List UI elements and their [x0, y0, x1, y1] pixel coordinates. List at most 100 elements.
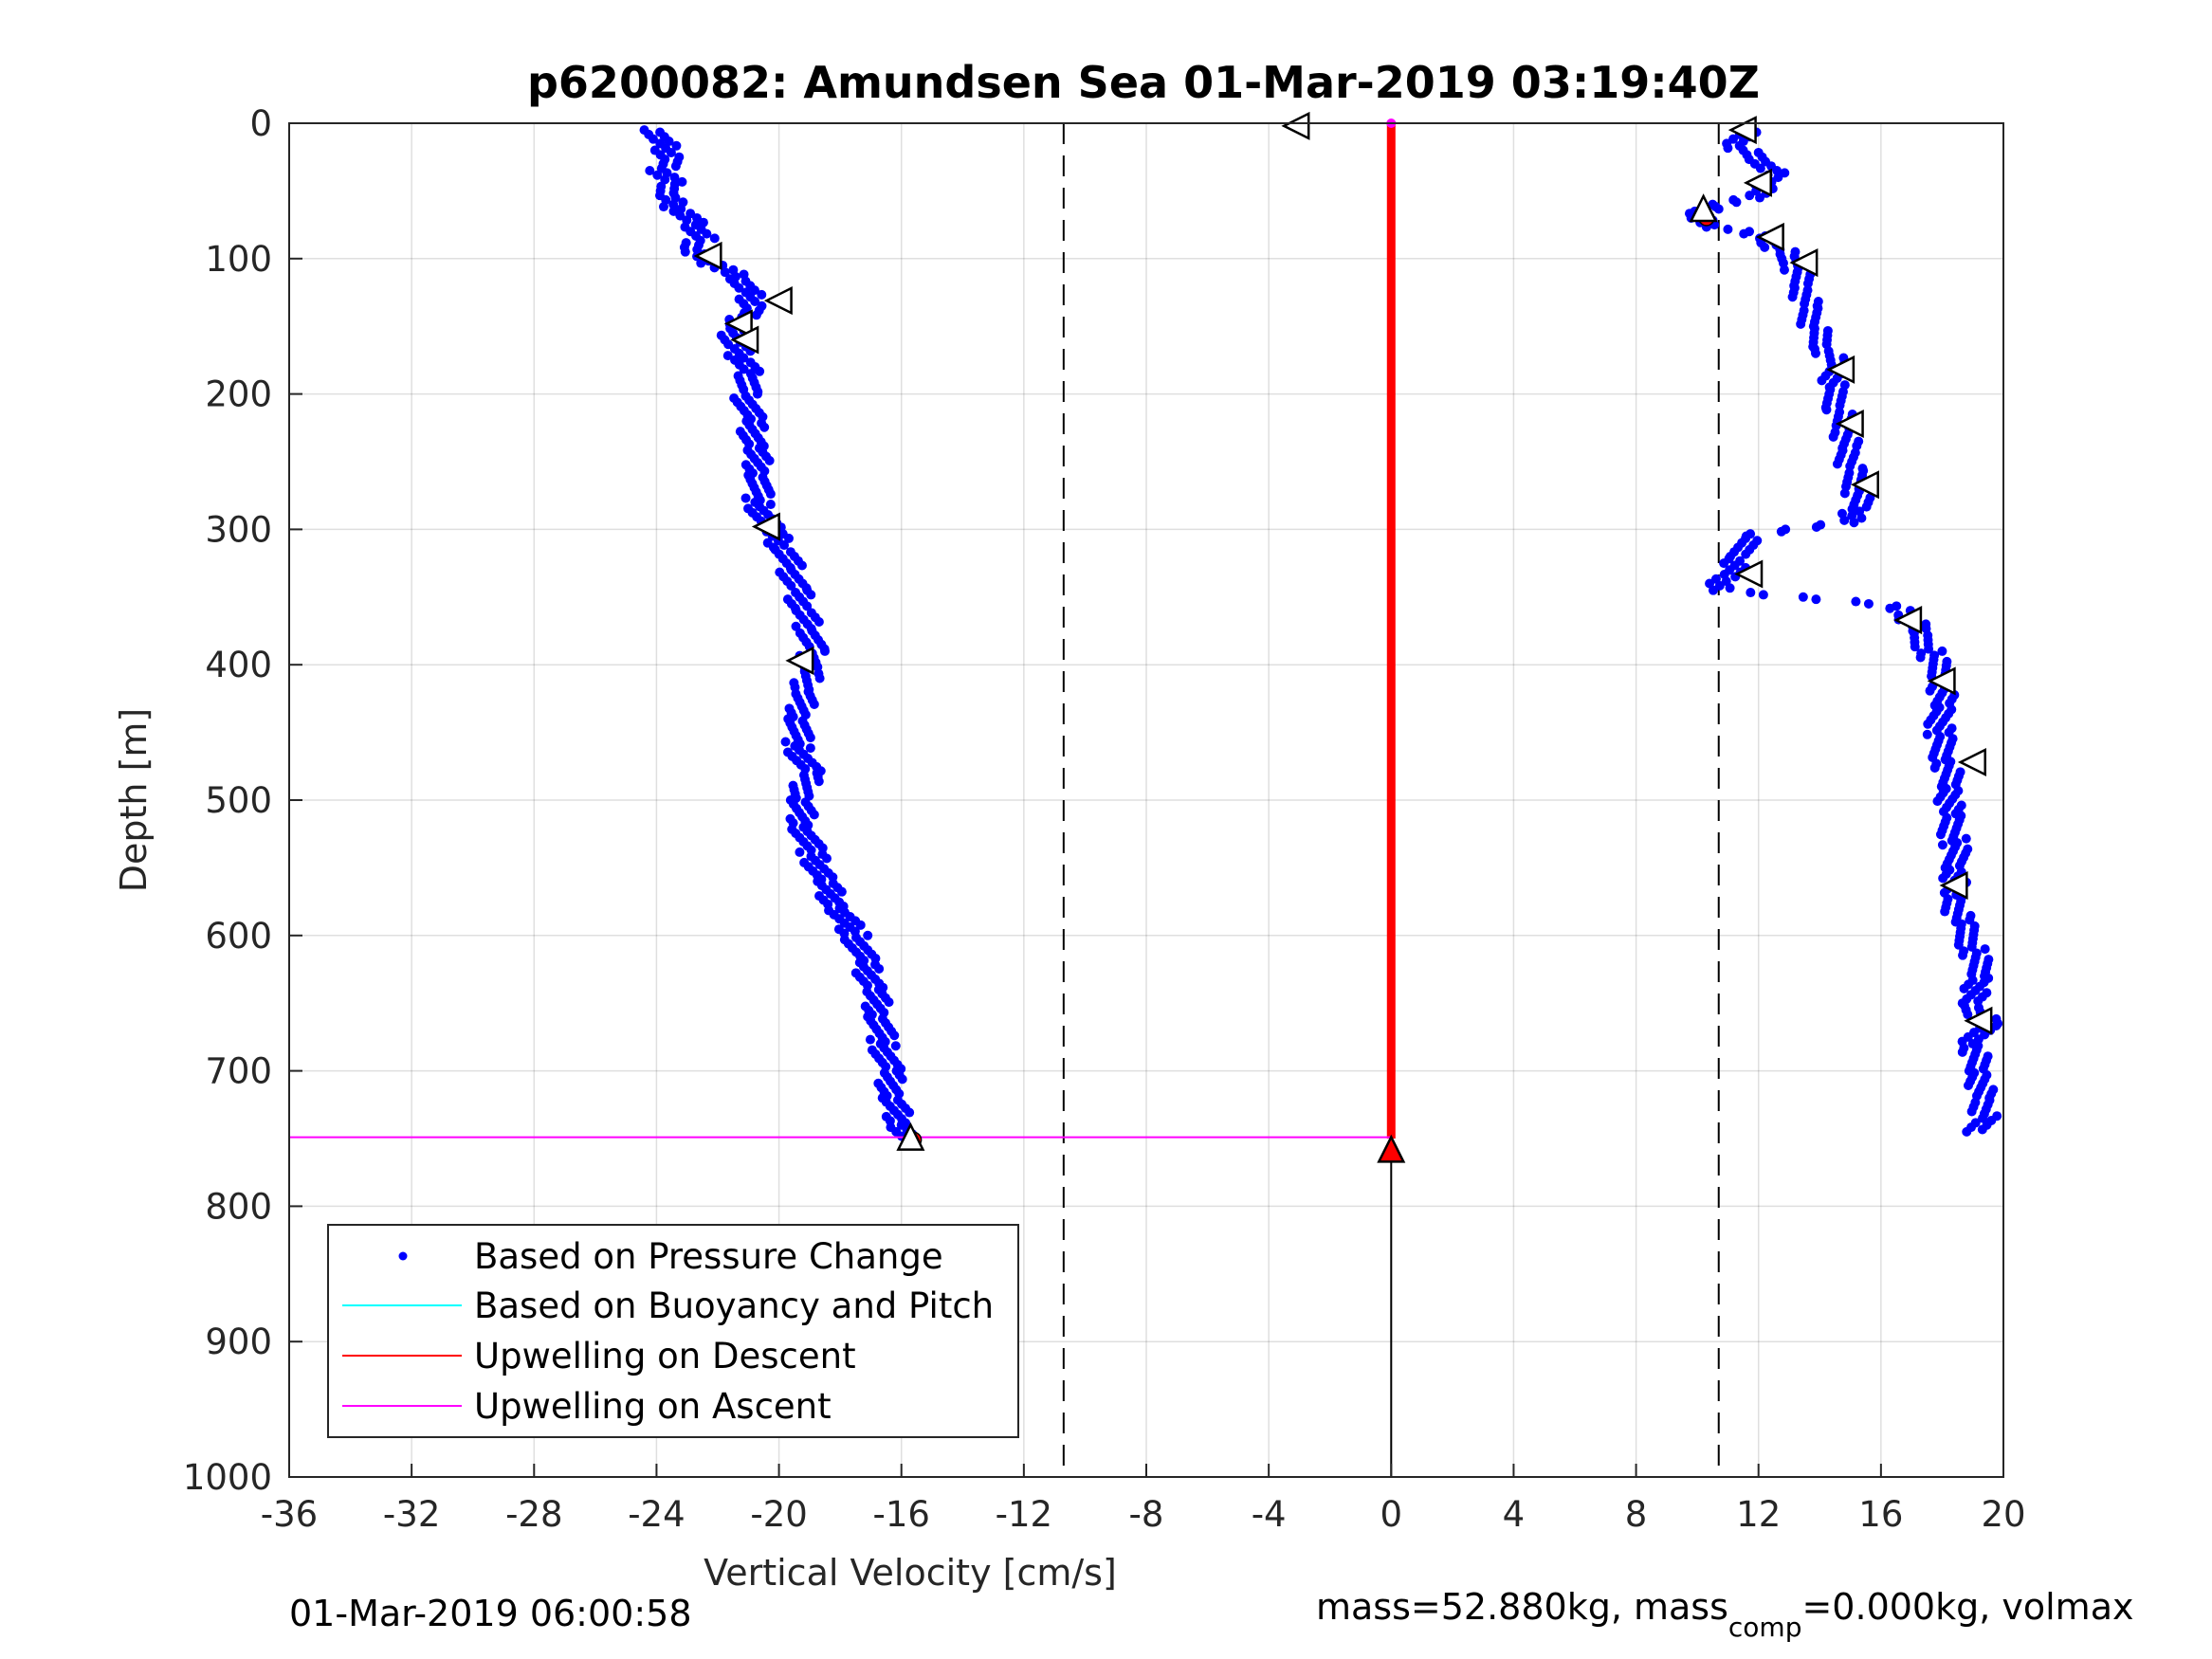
- y-tick-label: 500: [205, 780, 272, 821]
- ascent-point: [1982, 988, 1992, 998]
- descent-point: [765, 500, 776, 510]
- descent-point: [702, 228, 712, 239]
- triangle-marker-left: [1789, 248, 1819, 278]
- ascent-point: [1863, 598, 1874, 609]
- ascent-point: [1892, 601, 1902, 611]
- ascent-point: [1947, 723, 1957, 734]
- ascent-point: [1851, 596, 1861, 607]
- descent-point: [780, 737, 791, 747]
- ascent-point: [1816, 520, 1826, 530]
- legend-marker-pressure: [398, 1251, 408, 1261]
- y-tick-label: 1000: [183, 1457, 272, 1498]
- descent-point: [750, 297, 760, 307]
- y-tick-label: 0: [249, 103, 272, 144]
- footer-mass-part1: mass=52.880kg, mass: [1316, 1586, 1728, 1628]
- triangle-marker-left: [1850, 470, 1879, 500]
- descent-point: [722, 351, 733, 361]
- ascent-point: [1916, 648, 1927, 659]
- x-axis-label: Vertical Velocity [cm/s]: [704, 1552, 1117, 1594]
- triangle-marker-left: [1893, 606, 1923, 635]
- descent-point: [692, 245, 703, 255]
- ascent-point: [1991, 1013, 2002, 1024]
- descent-point: [806, 590, 816, 600]
- descent-point: [897, 1074, 907, 1085]
- triangle-marker-left: [730, 325, 759, 355]
- descent-point: [795, 847, 805, 857]
- ascent-point: [1970, 1118, 1981, 1128]
- triangle-marker-up: [1377, 1134, 1406, 1163]
- descent-point: [740, 493, 751, 503]
- descent-point: [821, 853, 832, 864]
- ascent-point: [1847, 511, 1857, 521]
- footer-mass-text: mass=52.880kg, masscomp=0.000kg, volmax: [1316, 1586, 2133, 1643]
- ascent-point: [1708, 199, 1718, 210]
- x-tick-label: -4: [1252, 1494, 1287, 1535]
- ascent-point: [1723, 224, 1733, 234]
- y-tick-label: 300: [205, 509, 272, 550]
- ascent-point: [1822, 325, 1833, 336]
- descent-point: [648, 134, 658, 144]
- descent-point: [889, 1030, 900, 1041]
- triangle-marker-left: [1939, 870, 1968, 900]
- ascent-point: [1746, 529, 1756, 539]
- triangle-marker-left: [723, 309, 753, 338]
- descent-point: [905, 1107, 915, 1118]
- triangle-marker-left: [1281, 111, 1310, 140]
- ascent-point: [1752, 536, 1763, 546]
- x-tick-label: -32: [383, 1494, 440, 1535]
- ascent-point: [1929, 650, 1940, 661]
- triangle-marker-left: [1743, 168, 1772, 197]
- x-tick-label: -28: [505, 1494, 562, 1535]
- triangle-marker-left: [693, 241, 722, 270]
- descent-point: [783, 533, 794, 543]
- legend: Based on Pressure Change Based on Buoyan…: [327, 1224, 1019, 1438]
- descent-point: [786, 580, 796, 591]
- ascent-point: [1799, 305, 1809, 316]
- ascent-point: [1965, 910, 1976, 921]
- descent-point: [668, 199, 679, 210]
- ascent-point: [1758, 590, 1768, 600]
- triangle-marker-left: [751, 512, 780, 541]
- triangle-marker-left: [1826, 355, 1856, 384]
- descent-point: [739, 353, 749, 363]
- triangle-marker-left: [785, 646, 814, 675]
- descent-point: [820, 646, 830, 656]
- ascent-point: [1992, 1111, 2002, 1121]
- ascent-point: [1980, 944, 1990, 955]
- footer-timestamp: 01-Mar-2019 06:00:58: [289, 1593, 692, 1634]
- descent-point: [836, 886, 847, 897]
- descent-point: [709, 233, 720, 244]
- descent-point: [752, 389, 762, 399]
- y-tick-label: 600: [205, 916, 272, 957]
- ascent-point: [1937, 840, 1947, 850]
- descent-point: [863, 930, 873, 940]
- descent-point: [884, 997, 894, 1008]
- ascent-point: [1983, 1051, 1993, 1062]
- descent-point: [855, 920, 866, 930]
- chart-title: p6200082: Amundsen Sea 01-Mar-2019 03:19…: [527, 57, 1760, 108]
- descent-point: [874, 963, 885, 974]
- ascent-point: [1956, 800, 1966, 811]
- ascent-point: [1710, 574, 1721, 584]
- ascent-point: [1854, 436, 1864, 447]
- triangle-marker-left: [1734, 559, 1764, 589]
- y-tick-label: 200: [205, 374, 272, 415]
- legend-label-descent: Upwelling on Descent: [474, 1336, 856, 1376]
- ascent-point: [1798, 592, 1808, 602]
- triangle-marker-left: [1835, 409, 1864, 439]
- ascent-point: [1813, 297, 1823, 307]
- footer-mass-subscript: comp: [1728, 1612, 1802, 1643]
- descent-point: [755, 366, 765, 376]
- x-tick-label: -24: [628, 1494, 685, 1535]
- descent-point: [696, 258, 706, 268]
- ascent-point: [1780, 168, 1790, 178]
- ascent-point: [1857, 464, 1868, 474]
- x-tick-label: 12: [1736, 1494, 1781, 1535]
- x-tick-label: -8: [1129, 1494, 1164, 1535]
- descent-point: [805, 733, 815, 743]
- descent-point: [865, 1034, 875, 1045]
- descent-point: [652, 170, 663, 180]
- x-tick-label: -12: [996, 1494, 1052, 1535]
- descent-point: [791, 621, 801, 631]
- legend-label-buoyancy: Based on Buoyancy and Pitch: [474, 1285, 994, 1326]
